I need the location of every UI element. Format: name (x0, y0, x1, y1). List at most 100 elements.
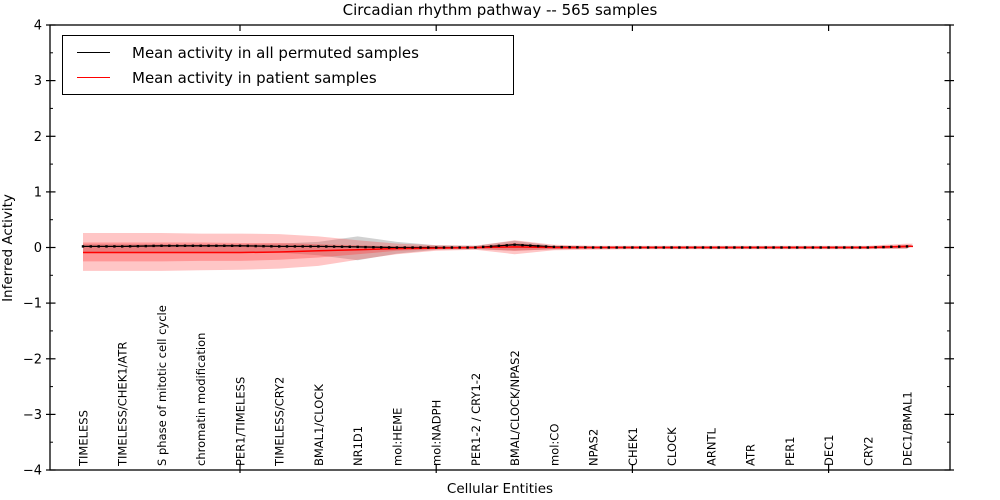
marker-dot (890, 245, 893, 248)
marker-dot (105, 245, 108, 248)
marker-dot (513, 243, 516, 246)
marker-dot (458, 246, 461, 249)
marker-dot (560, 245, 563, 249)
marker-dot (176, 244, 179, 247)
marker-dot (168, 244, 171, 247)
marker-dot (858, 246, 862, 249)
x-category-label: chromatin modification (194, 333, 208, 466)
marker-dot (631, 246, 634, 249)
x-category-label: CHEK1 (626, 427, 640, 466)
marker-dot (199, 244, 202, 247)
y-tick-label: 2 (34, 130, 42, 145)
marker-dot (81, 245, 85, 248)
marker-dot (223, 244, 226, 247)
marker-dot (717, 246, 720, 249)
legend-entry-permuted: Mean activity in all permuted samples (63, 41, 513, 65)
legend: Mean activity in all permuted samples Me… (62, 35, 514, 95)
marker-dot (121, 245, 124, 248)
marker-dot (591, 246, 595, 249)
marker-dot (340, 245, 344, 248)
marker-dot (615, 246, 618, 249)
marker-dot (387, 246, 391, 249)
marker-dot (403, 246, 406, 249)
x-category-label: TIMELESS (77, 410, 91, 467)
marker-dot (756, 246, 760, 249)
marker-dot (662, 246, 665, 249)
marker-dot (819, 246, 822, 249)
y-tick-label: 1 (34, 185, 42, 200)
marker-dot (866, 246, 869, 249)
marker-dot (505, 244, 508, 247)
marker-dot (450, 246, 454, 249)
marker-dot (537, 244, 540, 248)
marker-dot (701, 246, 705, 249)
marker-dot (898, 245, 901, 248)
marker-dot (748, 246, 752, 249)
x-category-label: mol:CO (547, 424, 561, 466)
marker-dot (293, 245, 297, 248)
x-axis-label: Cellular Entities (446, 481, 554, 497)
y-tick-label: −3 (23, 408, 42, 423)
marker-dot (764, 246, 767, 249)
marker-dot (686, 246, 689, 249)
marker-dot (521, 244, 524, 247)
marker-dot (395, 246, 399, 249)
marker-dot (207, 244, 210, 247)
legend-entry-patient: Mean activity in patient samples (63, 66, 513, 90)
marker-dot (544, 245, 548, 248)
marker-dot (576, 246, 579, 249)
marker-dot (262, 245, 265, 248)
marker-dot (882, 245, 885, 249)
x-category-label: TIMELESS/CHEK1/ATR (116, 342, 130, 467)
y-tick-label: −2 (23, 352, 42, 367)
marker-dot (552, 245, 556, 249)
marker-dot (678, 246, 681, 249)
marker-dot (497, 244, 501, 247)
legend-line-permuted-icon (77, 52, 110, 53)
marker-dot (489, 245, 493, 248)
x-category-label: NR1D1 (351, 426, 365, 466)
marker-dot (364, 245, 367, 249)
marker-dot (646, 246, 650, 249)
marker-dot (435, 246, 438, 249)
marker-dot (827, 246, 830, 249)
marker-dot (246, 244, 249, 248)
marker-dot (427, 246, 430, 249)
x-category-label: TIMELESS/CRY2 (273, 377, 287, 467)
marker-dot (411, 246, 414, 249)
marker-dot (348, 245, 351, 248)
marker-dot (639, 246, 642, 249)
chart-title: Circadian rhythm pathway -- 565 samples (342, 1, 658, 19)
marker-dot (670, 246, 673, 249)
marker-dot (733, 246, 736, 249)
marker-dot (285, 245, 289, 248)
marker-dot (693, 246, 697, 249)
y-tick-label: 0 (34, 241, 42, 256)
legend-line-patient-icon (77, 77, 110, 78)
x-category-label: PER1-2 / CRY1-2 (469, 373, 483, 466)
marker-dot (136, 245, 140, 248)
patient-mean-line (83, 245, 913, 254)
marker-dot (599, 246, 603, 249)
marker-dot (113, 245, 116, 248)
marker-dot (230, 244, 234, 247)
marker-dot (183, 244, 187, 247)
marker-dot (254, 244, 257, 248)
legend-label-permuted: Mean activity in all permuted samples (132, 43, 419, 62)
x-category-label: CLOCK (665, 427, 679, 466)
x-category-label: PER1 (783, 436, 797, 466)
marker-dot (152, 244, 155, 248)
legend-label-patient: Mean activity in patient samples (132, 68, 377, 87)
y-tick-label: −1 (23, 297, 42, 312)
marker-dot (356, 245, 359, 249)
permuted-sample-spread-band (83, 236, 913, 261)
marker-dot (568, 246, 571, 249)
marker-dot (843, 246, 846, 249)
marker-dot (160, 244, 163, 247)
marker-dot (301, 245, 304, 248)
marker-dot (607, 246, 610, 249)
marker-dot (905, 245, 909, 248)
marker-dot (811, 246, 815, 249)
marker-dot (796, 246, 799, 249)
